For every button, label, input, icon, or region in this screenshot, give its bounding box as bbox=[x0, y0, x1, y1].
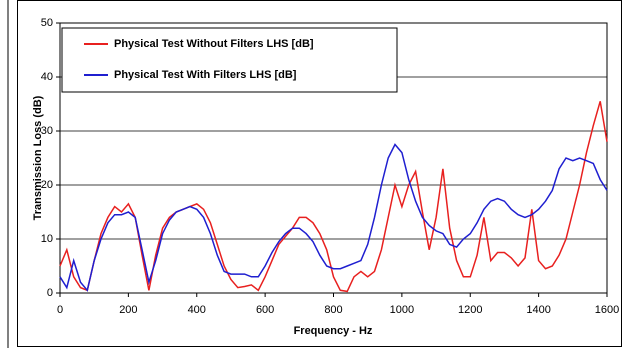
x-tick-label: 200 bbox=[119, 304, 137, 316]
y-tick-label: 30 bbox=[41, 125, 53, 137]
legend-label: Physical Test With Filters LHS [dB] bbox=[114, 69, 297, 81]
y-tick-label: 20 bbox=[41, 179, 53, 191]
y-axis-label: Transmission Loss (dB) bbox=[32, 95, 44, 220]
legend bbox=[61, 27, 398, 93]
x-tick-label: 600 bbox=[256, 304, 274, 316]
y-tick-label: 10 bbox=[41, 233, 53, 245]
x-tick-label: 0 bbox=[57, 304, 63, 316]
x-tick-label: 800 bbox=[324, 304, 342, 316]
y-tick-label: 0 bbox=[47, 287, 53, 299]
x-tick-label: 1400 bbox=[526, 304, 550, 316]
x-tick-label: 1600 bbox=[595, 304, 619, 316]
y-tick-label: 40 bbox=[41, 71, 53, 83]
x-tick-label: 400 bbox=[188, 304, 206, 316]
x-tick-label: 1200 bbox=[458, 304, 482, 316]
series-line bbox=[59, 101, 608, 293]
x-axis-label: Frequency - Hz bbox=[294, 325, 373, 337]
y-tick-label: 50 bbox=[41, 17, 53, 29]
series-line bbox=[59, 143, 608, 292]
x-tick-label: 1000 bbox=[390, 304, 414, 316]
legend-label: Physical Test Without Filters LHS [dB] bbox=[114, 38, 314, 50]
